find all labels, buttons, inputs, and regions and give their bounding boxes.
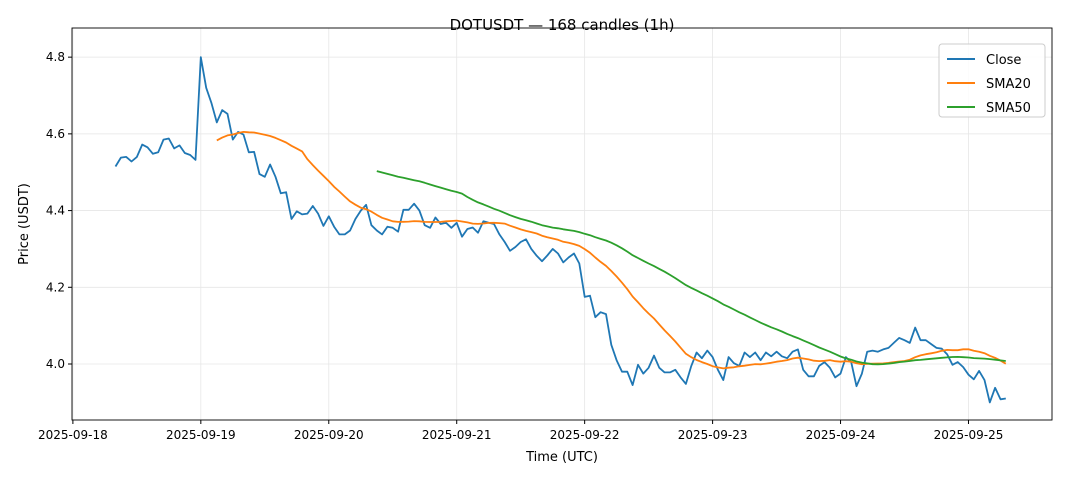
x-axis: 2025-09-18 2025-09-19 2025-09-20 2025-09-21…	[38, 420, 1003, 442]
x-tick-label: 2025-09-22	[550, 428, 620, 442]
chart-title: DOTUSDT — 168 candles (1h)	[450, 16, 675, 34]
y-tick-label: 4.2	[46, 280, 65, 294]
y-tick-label: 4.4	[46, 204, 65, 218]
x-tick-label: 2025-09-20	[294, 428, 364, 442]
legend-label: SMA20	[986, 77, 1031, 92]
x-tick-label: 2025-09-19	[166, 428, 236, 442]
plot-frame	[71, 27, 1053, 421]
series-line-sma50	[376, 170, 1006, 366]
x-tick-label: 2025-09-23	[678, 428, 748, 442]
legend-label: SMA50	[986, 101, 1031, 116]
y-axis: 4.0 4.2 4.4 4.6 4.8	[46, 50, 72, 371]
x-tick-label: 2025-09-25	[934, 428, 1004, 442]
x-tick-label: 2025-09-18	[38, 428, 108, 442]
legend-label: Close	[986, 53, 1021, 68]
y-tick-label: 4.6	[46, 127, 65, 141]
series-line-sma20	[216, 131, 1007, 370]
x-tick-label: 2025-09-21	[422, 428, 492, 442]
y-axis-label: Price (USDT)	[17, 183, 32, 265]
series-line-close	[114, 56, 1006, 404]
legend: Close SMA20 SMA50	[938, 43, 1046, 118]
series-lines	[114, 56, 1007, 404]
y-tick-label: 4.0	[46, 357, 65, 371]
y-tick-label: 4.8	[46, 50, 65, 64]
x-axis-label: Time (UTC)	[525, 450, 598, 465]
x-tick-label: 2025-09-24	[806, 428, 876, 442]
